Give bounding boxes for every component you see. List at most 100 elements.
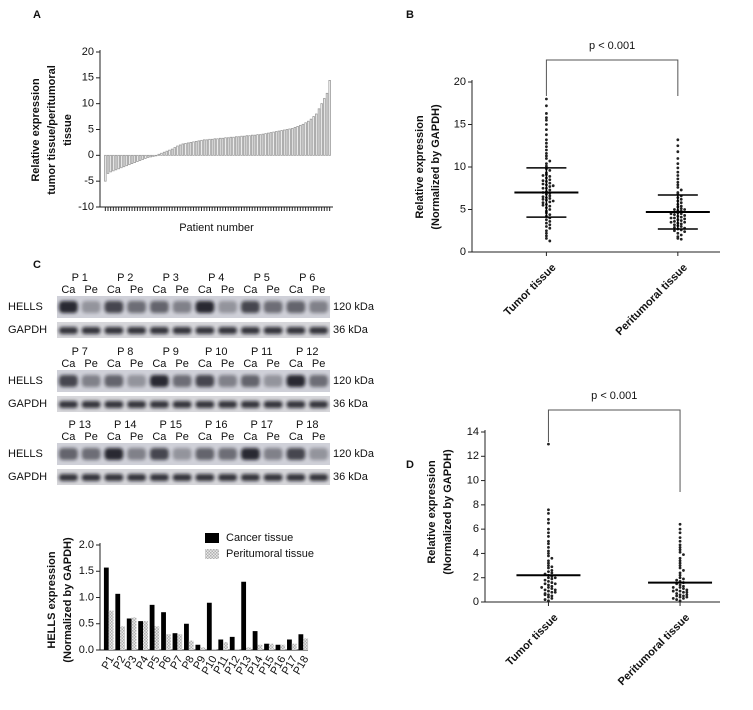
dot <box>676 166 680 170</box>
blot-band <box>59 448 78 460</box>
bar <box>202 139 206 156</box>
bar <box>120 154 123 169</box>
bar <box>275 644 281 650</box>
y-axis-label: (Normalized by GAPDH) <box>62 537 74 663</box>
dot <box>545 237 548 240</box>
dot <box>676 162 680 166</box>
lane-label: Pe <box>266 431 279 443</box>
legend-label: Peritumoral tissue <box>226 548 314 560</box>
dot <box>678 599 682 603</box>
bar <box>188 640 194 650</box>
y-tick-label: 10 <box>454 161 466 173</box>
bar <box>241 581 247 650</box>
y-tick-label: 20 <box>454 76 466 88</box>
blot-band <box>59 375 78 387</box>
dot <box>676 186 680 189</box>
legend-swatch <box>205 533 219 543</box>
blot-band <box>104 301 124 313</box>
blot-band <box>104 448 124 460</box>
bar <box>226 137 230 156</box>
patient-label: P 14 <box>114 419 136 431</box>
blot-band <box>104 474 124 481</box>
blot-band <box>172 327 192 334</box>
bar <box>154 154 158 157</box>
dot <box>678 548 682 552</box>
dot <box>675 594 679 598</box>
bar <box>177 634 183 650</box>
bar <box>160 152 163 156</box>
y-tick-label: 0 <box>460 246 466 258</box>
patient-label: P 12 <box>296 346 318 358</box>
blot-band <box>286 448 306 460</box>
dot <box>548 239 552 243</box>
y-tick-label: 5 <box>460 203 466 215</box>
dot <box>550 565 554 569</box>
bar <box>136 154 139 162</box>
bar <box>103 567 109 650</box>
lane-label: Pe <box>221 431 234 443</box>
bar <box>291 128 294 156</box>
dot <box>547 554 550 558</box>
bar <box>138 621 144 650</box>
dot <box>678 556 682 560</box>
lane-label: Ca <box>198 431 213 443</box>
dot <box>547 579 550 583</box>
bar <box>248 135 251 156</box>
bar <box>126 618 132 650</box>
blot-band <box>150 375 169 387</box>
blot-band <box>286 301 306 313</box>
bar <box>285 129 289 156</box>
bar <box>165 634 171 650</box>
blot-band <box>195 401 215 408</box>
dot <box>676 150 680 154</box>
bar <box>200 139 203 156</box>
significance-label: p < 0.001 <box>591 390 637 402</box>
blot-strip <box>57 296 330 318</box>
blot-band <box>241 301 260 313</box>
blot-band <box>150 401 169 408</box>
blot-band <box>263 301 283 313</box>
y-tick-label: 2.0 <box>79 539 94 551</box>
bar <box>299 124 302 156</box>
dot <box>541 179 545 183</box>
dot <box>678 550 682 554</box>
dot <box>550 577 554 581</box>
blot-size-label: 36 kDa <box>333 471 369 483</box>
dot <box>547 586 550 589</box>
patient-label: P 17 <box>251 419 273 431</box>
x-tick-label: P5 <box>145 654 162 672</box>
bar <box>197 140 201 156</box>
bar <box>301 123 305 156</box>
dot <box>547 583 550 587</box>
dot <box>676 157 680 160</box>
bar <box>184 623 189 650</box>
dot <box>679 222 683 226</box>
patient-label: P 11 <box>251 346 273 358</box>
dot <box>545 225 548 228</box>
blot-band <box>195 448 215 460</box>
blot-size-label: 120 kDa <box>333 448 375 460</box>
blot-band <box>263 448 283 460</box>
blot-band <box>263 401 283 408</box>
bar <box>149 154 152 158</box>
bar <box>264 133 267 156</box>
bar <box>205 139 209 156</box>
bar <box>234 136 238 156</box>
dot <box>682 587 685 591</box>
blot-band <box>241 327 260 334</box>
bar <box>194 140 198 156</box>
bar <box>195 644 201 650</box>
patient-label: P 9 <box>163 346 179 358</box>
dot <box>545 164 548 168</box>
dot <box>678 589 682 593</box>
bar <box>104 154 107 182</box>
blot-band <box>172 474 192 481</box>
dot <box>553 588 557 592</box>
x-tick-label: P1 <box>100 654 117 672</box>
dot <box>548 213 552 217</box>
dot <box>547 593 550 597</box>
bar <box>229 136 233 156</box>
patient-label: P 15 <box>160 419 182 431</box>
blot-band <box>81 375 101 387</box>
blot-band <box>59 401 78 408</box>
